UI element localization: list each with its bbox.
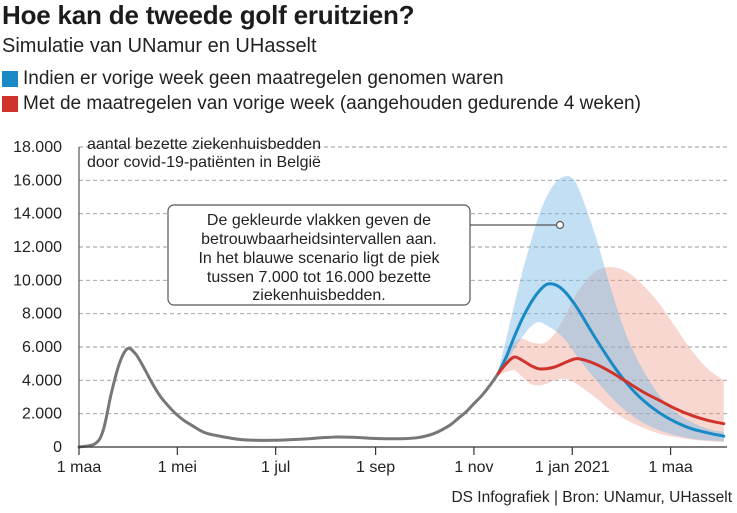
legend-item-blue: Indien er vorige week geen maatregelen g… [2,68,504,90]
line-red-scenario [496,355,726,426]
legend-item-red: Met de maatregelen van vorige week (aang… [2,93,641,115]
line-observed [77,346,500,449]
annotation-box: De gekleurde vlakken geven de betrouwbaa… [167,204,565,306]
y-axis-label-line1: aantal bezette ziekenhuisbedden [87,136,321,153]
band-blue-scenario [498,175,724,442]
chart-title: Hoe kan de tweede golf eruitzien? [2,0,415,30]
annotation-leader-dot [555,220,565,230]
legend-swatch-red [2,96,18,112]
band-red-scenario [498,267,724,442]
annotation-line-1: De gekleurde vlakken geven de [207,212,431,229]
series-lines [77,282,726,449]
x-tick-label: 1 nov [454,459,493,476]
chart-subtitle: Simulatie van UNamur en UHasselt [2,35,317,57]
legend-swatch-blue [2,71,18,87]
axes: 0 2.000 4.000 6.000 8.000 10.000 12.000 14.000 1… [13,139,727,476]
y-tick-label: 16.000 [13,172,62,189]
y-tick-label: 2.000 [22,406,62,423]
x-tick-label: 1 jan 2021 [535,459,610,476]
x-tick-label: 1 maa [57,459,102,476]
annotation-line-5: ziekenhuisbedden. [252,287,385,304]
y-tick-label: 0 [53,439,62,456]
annotation-line-2: betrouwbaarheidsintervallen aan. [201,231,437,248]
y-tick-label: 10.000 [13,272,62,289]
x-tick-label: 1 maa [648,459,693,476]
x-tick-label: 1 jul [261,459,290,476]
annotation-frame [167,204,471,306]
x-tick-label: 1 sep [356,459,395,476]
confidence-bands [498,175,724,442]
y-tick-label: 14.000 [13,206,62,223]
source-credit: DS Infografiek | Bron: UNamur, UHasselt [451,489,732,506]
y-axis-label-line2: door covid-19-patiënten in België [87,154,321,171]
x-tick-label: 1 mei [158,459,197,476]
y-tick-label: 8.000 [22,306,62,323]
annotation-line-4: tussen 7.000 tot 16.000 bezette [207,269,431,286]
y-tick-label: 6.000 [22,339,62,356]
y-tick-label: 4.000 [22,372,62,389]
legend-label-blue: Indien er vorige week geen maatregelen g… [23,68,504,89]
y-tick-label: 18.000 [13,139,62,156]
annotation-line-3: In het blauwe scenario ligt de piek [198,250,440,267]
legend-label-red: Met de maatregelen van vorige week (aang… [23,93,641,114]
line-blue-scenario [496,282,726,438]
y-tick-label: 12.000 [13,239,62,256]
